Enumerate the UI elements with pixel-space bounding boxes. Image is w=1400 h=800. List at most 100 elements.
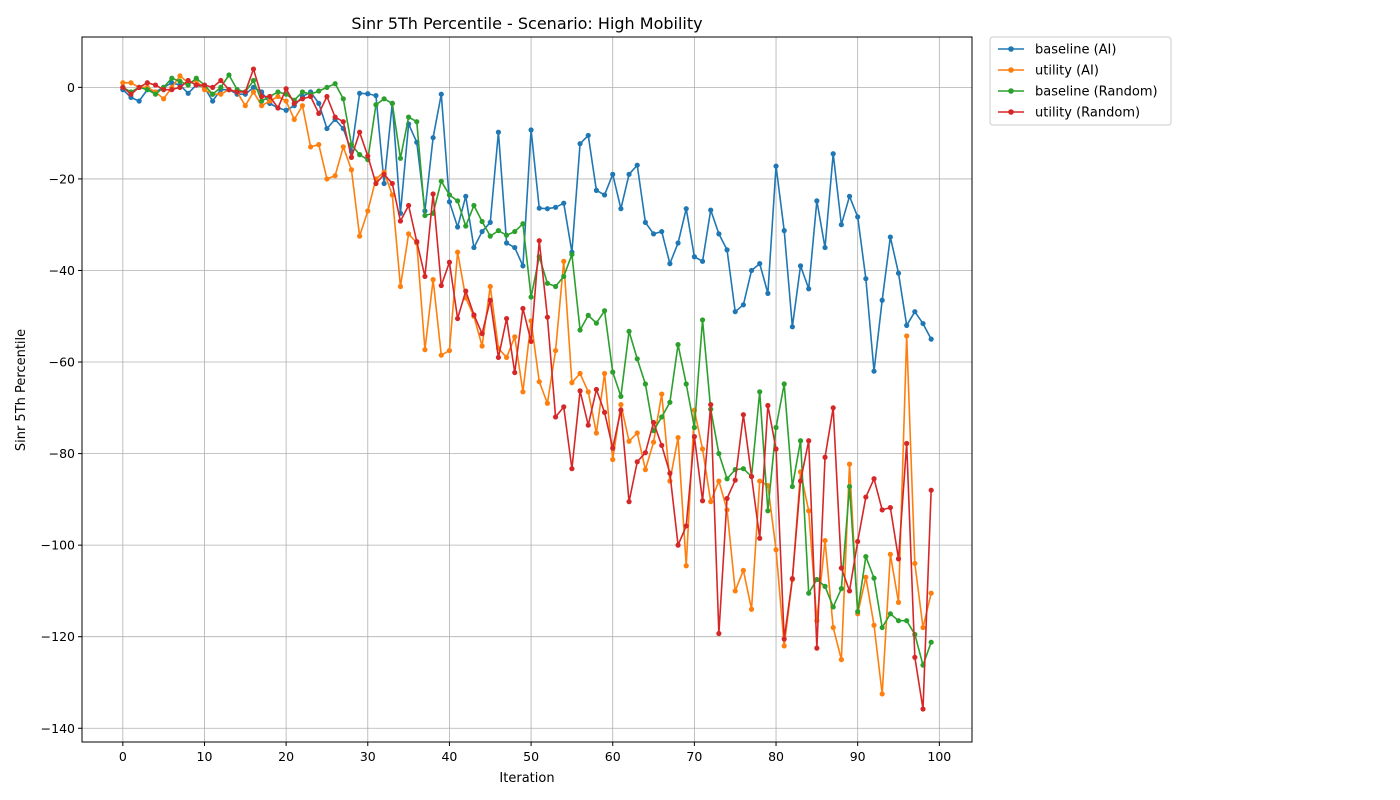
data-point (618, 407, 624, 413)
data-point (822, 244, 828, 251)
data-point (732, 477, 738, 483)
data-point (765, 508, 771, 514)
data-point (904, 333, 910, 339)
data-point (512, 334, 518, 340)
data-point (887, 234, 893, 240)
data-point (708, 499, 714, 505)
data-point (414, 239, 420, 245)
data-point (912, 560, 918, 567)
data-point (357, 90, 363, 96)
data-point (708, 207, 714, 213)
y-tick-label: −40 (49, 263, 75, 278)
series-layer (120, 66, 934, 712)
data-point (806, 508, 812, 514)
data-point (887, 551, 893, 557)
data-point (871, 368, 877, 374)
data-point (471, 244, 477, 251)
data-point (299, 89, 306, 95)
data-point (699, 446, 706, 452)
x-tick-label: 0 (119, 749, 127, 764)
data-point (438, 282, 444, 289)
data-point (536, 205, 542, 211)
data-point (757, 389, 763, 395)
data-point (242, 103, 248, 109)
data-point (503, 354, 510, 361)
data-point (536, 238, 542, 244)
series-0 (120, 80, 934, 374)
data-point (610, 456, 616, 463)
data-point (446, 199, 453, 205)
data-point (144, 87, 150, 93)
data-point (667, 470, 673, 476)
data-point (691, 424, 697, 431)
data-point (618, 402, 624, 408)
data-point (781, 228, 787, 234)
data-point (430, 135, 436, 141)
data-point (438, 91, 444, 97)
legend-label: utility (AI) (1035, 64, 1099, 79)
data-point (185, 90, 191, 96)
data-point (879, 297, 885, 303)
data-point (348, 141, 355, 148)
data-point (675, 542, 681, 548)
data-point (863, 574, 869, 580)
data-point (691, 434, 697, 440)
data-point (683, 206, 689, 212)
data-point (120, 84, 126, 90)
data-point (218, 84, 224, 90)
data-point (838, 586, 844, 592)
data-point (316, 100, 322, 106)
x-tick-label: 20 (278, 749, 294, 764)
data-point (544, 314, 551, 320)
data-point (593, 187, 600, 193)
data-point (626, 499, 632, 505)
data-point (863, 276, 869, 282)
data-point (585, 312, 591, 318)
data-point (357, 233, 363, 239)
data-point (683, 523, 689, 529)
data-point (626, 438, 632, 444)
data-point (634, 356, 640, 362)
data-point (463, 193, 469, 199)
data-point (520, 221, 526, 227)
legend-box (989, 36, 1172, 126)
data-point (797, 478, 804, 484)
x-axis-label: Iteration (499, 771, 554, 786)
data-point (691, 254, 697, 260)
data-point (789, 483, 795, 490)
series-3 (120, 66, 934, 712)
data-point (275, 105, 281, 111)
data-point (291, 116, 297, 122)
plot-frame (81, 36, 973, 743)
data-point (161, 87, 167, 93)
data-point (920, 624, 926, 631)
data-point (512, 244, 518, 251)
data-point (748, 473, 755, 480)
data-point (381, 171, 387, 177)
data-point (308, 144, 314, 150)
data-point (544, 206, 551, 212)
data-point (283, 86, 289, 92)
data-point (667, 261, 673, 267)
data-point (479, 218, 485, 225)
data-point (193, 82, 199, 88)
data-point (593, 386, 600, 393)
data-point (250, 89, 257, 95)
data-point (267, 98, 273, 104)
data-point (210, 84, 216, 90)
data-point (422, 273, 428, 280)
data-point (438, 352, 444, 358)
data-point (863, 494, 869, 500)
data-point (781, 643, 787, 649)
data-point (716, 630, 722, 637)
data-point (855, 538, 861, 545)
data-point (218, 91, 224, 97)
data-point (177, 84, 183, 90)
data-point (912, 631, 918, 638)
data-point (642, 381, 648, 387)
data-point (561, 258, 567, 264)
data-point (626, 171, 632, 177)
data-point (814, 645, 820, 651)
data-point (569, 380, 575, 386)
data-point (136, 84, 142, 90)
